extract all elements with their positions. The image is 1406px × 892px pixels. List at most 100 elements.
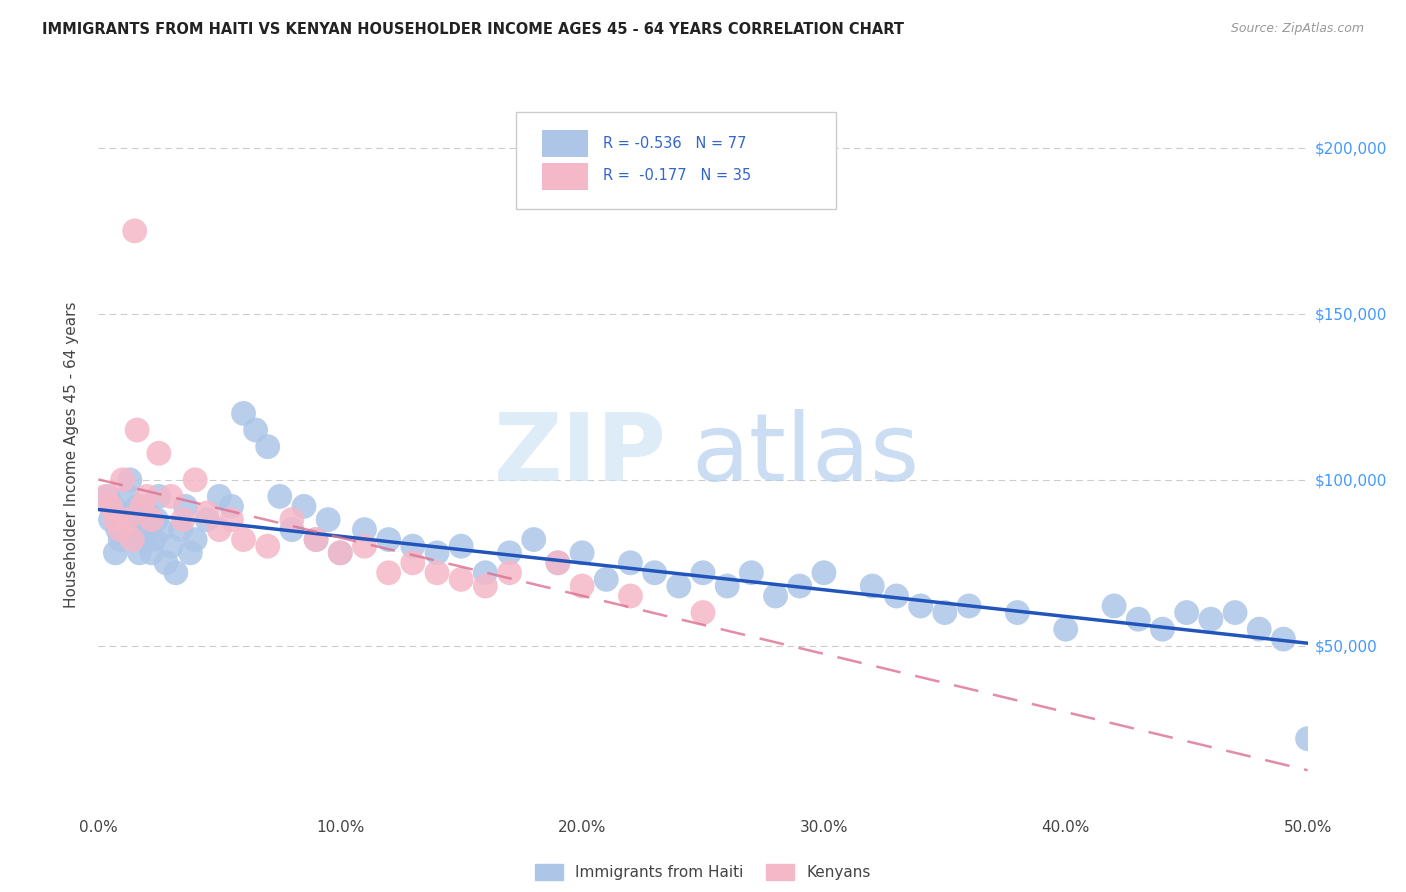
Point bbox=[1152, 622, 1174, 636]
Point bbox=[1249, 622, 1271, 636]
Point bbox=[195, 506, 218, 520]
Point bbox=[138, 523, 160, 537]
Point bbox=[619, 589, 641, 603]
Point bbox=[1175, 606, 1198, 620]
Point bbox=[571, 546, 593, 560]
Point bbox=[160, 490, 183, 504]
Point bbox=[789, 579, 811, 593]
Point bbox=[184, 533, 207, 547]
Point bbox=[232, 406, 254, 420]
Point bbox=[692, 606, 714, 620]
Point bbox=[353, 539, 375, 553]
Point bbox=[765, 589, 787, 603]
Point bbox=[135, 506, 157, 520]
Point bbox=[692, 566, 714, 580]
Text: Source: ZipAtlas.com: Source: ZipAtlas.com bbox=[1230, 22, 1364, 36]
Point bbox=[305, 533, 328, 547]
Point bbox=[316, 513, 339, 527]
Point bbox=[131, 500, 153, 514]
Point bbox=[716, 579, 738, 593]
Point bbox=[94, 490, 117, 504]
Point bbox=[114, 513, 136, 527]
Text: R = -0.536   N = 77: R = -0.536 N = 77 bbox=[603, 136, 747, 151]
Point bbox=[134, 533, 156, 547]
Point bbox=[97, 490, 120, 504]
Point bbox=[292, 500, 315, 514]
Point bbox=[148, 490, 170, 504]
Point bbox=[1054, 622, 1077, 636]
FancyBboxPatch shape bbox=[516, 112, 837, 209]
Point bbox=[957, 599, 980, 613]
Point bbox=[108, 533, 131, 547]
Point bbox=[498, 566, 520, 580]
Point bbox=[160, 539, 183, 553]
Point bbox=[353, 523, 375, 537]
Point bbox=[1007, 606, 1029, 620]
Text: IMMIGRANTS FROM HAITI VS KENYAN HOUSEHOLDER INCOME AGES 45 - 64 YEARS CORRELATIO: IMMIGRANTS FROM HAITI VS KENYAN HOUSEHOL… bbox=[42, 22, 904, 37]
Point bbox=[221, 500, 243, 514]
Point bbox=[910, 599, 932, 613]
Point bbox=[127, 423, 149, 437]
Point bbox=[1223, 606, 1246, 620]
Legend: Immigrants from Haiti, Kenyans: Immigrants from Haiti, Kenyans bbox=[529, 858, 877, 886]
Bar bbox=[543, 130, 588, 157]
Point bbox=[619, 556, 641, 570]
Point bbox=[184, 473, 207, 487]
Point bbox=[100, 500, 122, 514]
Point bbox=[117, 490, 139, 504]
Point bbox=[474, 579, 496, 593]
Point bbox=[150, 523, 173, 537]
Point bbox=[329, 546, 352, 560]
Point bbox=[886, 589, 908, 603]
Point bbox=[281, 513, 304, 527]
Point bbox=[131, 513, 153, 527]
Point bbox=[402, 539, 425, 553]
Point bbox=[1296, 731, 1319, 746]
Point bbox=[169, 523, 191, 537]
Point bbox=[547, 556, 569, 570]
Point bbox=[426, 546, 449, 560]
Point bbox=[104, 513, 127, 527]
Point bbox=[571, 579, 593, 593]
Point bbox=[1272, 632, 1295, 647]
Point bbox=[256, 440, 278, 454]
Point bbox=[208, 523, 231, 537]
Point bbox=[1128, 612, 1150, 626]
Point bbox=[148, 446, 170, 460]
Point bbox=[934, 606, 956, 620]
Text: ZIP: ZIP bbox=[494, 409, 666, 501]
Point bbox=[474, 566, 496, 580]
Point bbox=[329, 546, 352, 560]
Point bbox=[172, 513, 194, 527]
Point bbox=[121, 533, 143, 547]
Point bbox=[141, 513, 163, 527]
Point bbox=[668, 579, 690, 593]
Point bbox=[740, 566, 762, 580]
Point bbox=[644, 566, 666, 580]
Point bbox=[450, 573, 472, 587]
Point bbox=[124, 224, 146, 238]
Point bbox=[498, 546, 520, 560]
Point bbox=[107, 523, 129, 537]
Point bbox=[101, 500, 124, 514]
Point bbox=[111, 473, 134, 487]
Point bbox=[208, 490, 231, 504]
Point bbox=[179, 546, 201, 560]
Point bbox=[128, 546, 150, 560]
Point bbox=[104, 546, 127, 560]
Point bbox=[245, 423, 267, 437]
Bar bbox=[543, 163, 588, 190]
Point bbox=[141, 546, 163, 560]
Point bbox=[595, 573, 617, 587]
Point bbox=[256, 539, 278, 553]
Point bbox=[305, 533, 328, 547]
Point bbox=[124, 523, 146, 537]
Point bbox=[108, 523, 131, 537]
Point bbox=[402, 556, 425, 570]
Point bbox=[145, 513, 167, 527]
Point bbox=[426, 566, 449, 580]
Point bbox=[523, 533, 546, 547]
Y-axis label: Householder Income Ages 45 - 64 years: Householder Income Ages 45 - 64 years bbox=[65, 301, 79, 608]
Point bbox=[111, 506, 134, 520]
Point bbox=[165, 566, 187, 580]
